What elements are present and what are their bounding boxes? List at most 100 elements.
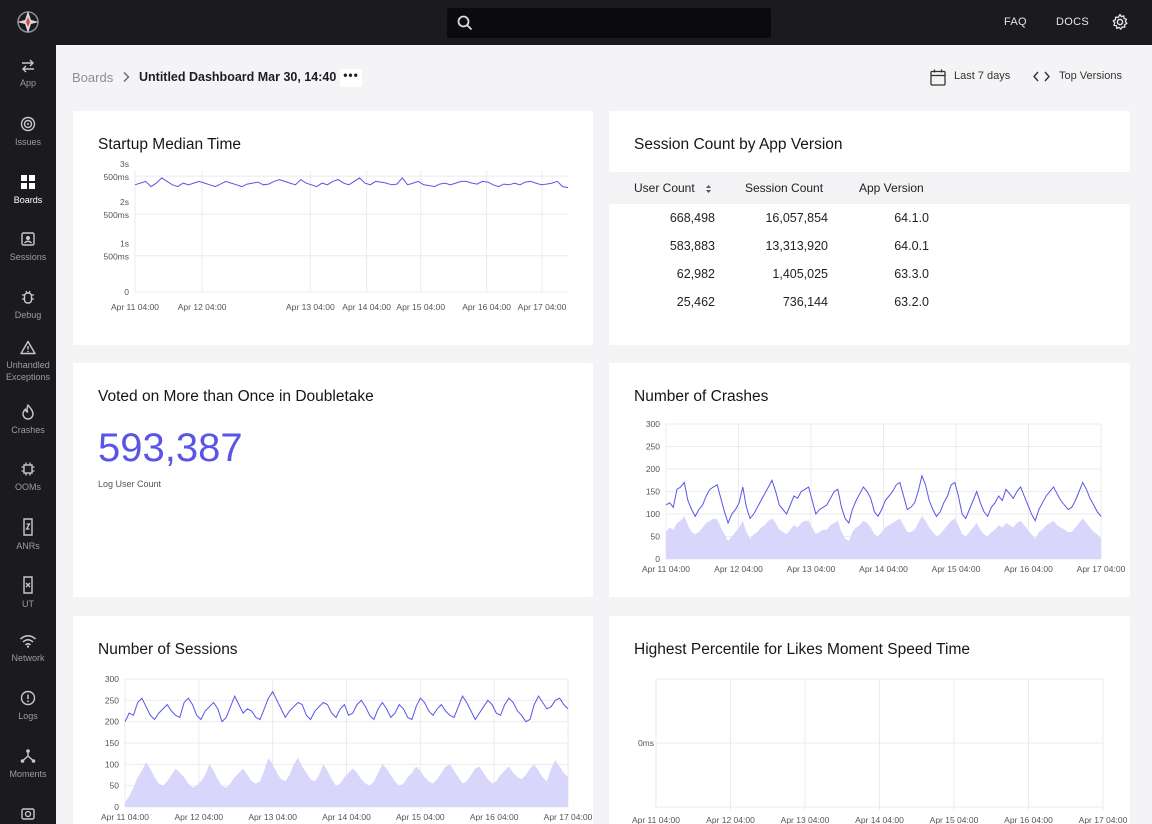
table-header bbox=[609, 172, 1130, 204]
session-count-by-version-card: Session Count by App Version User Count … bbox=[609, 111, 1130, 345]
x-tick-label: Apr 15 04:00 bbox=[930, 815, 979, 824]
app-logo-icon[interactable] bbox=[14, 8, 42, 36]
x-tick-label: Apr 11 04:00 bbox=[101, 812, 149, 822]
card-title: Number of Sessions bbox=[98, 641, 238, 658]
y-tick-label: 250 bbox=[646, 442, 660, 452]
search-icon bbox=[457, 15, 473, 31]
table-cell: 736,144 bbox=[782, 295, 828, 309]
flame-icon bbox=[22, 404, 34, 420]
x-tick-label: Apr 17 04:00 bbox=[544, 812, 593, 822]
sidebar-item-app[interactable]: App bbox=[0, 59, 56, 89]
series-line bbox=[124, 690, 569, 723]
table-cell: 64.1.0 bbox=[894, 211, 929, 225]
x-tick-label: Apr 14 04:00 bbox=[855, 815, 904, 824]
x-tick-label: Apr 17 04:00 bbox=[1079, 815, 1128, 824]
sort-icon[interactable] bbox=[705, 184, 712, 194]
y-tick-label: 200 bbox=[105, 717, 119, 727]
sidebar: App Issues Boards Sessions Debug Unhandl… bbox=[0, 45, 56, 824]
y-tick-label: 50 bbox=[651, 532, 661, 542]
table-cell: 668,498 bbox=[669, 211, 715, 225]
x-tick-label: Apr 13 04:00 bbox=[286, 302, 335, 312]
table-cell: 1,405,025 bbox=[772, 267, 828, 281]
info-icon bbox=[20, 690, 36, 706]
warning-icon bbox=[20, 340, 36, 355]
sidebar-item-ut[interactable]: UT bbox=[0, 576, 56, 610]
y-tick-label: 0 bbox=[114, 802, 119, 812]
y-tick-label: 1s bbox=[120, 239, 129, 249]
sidebar-item-label: UT bbox=[22, 599, 34, 609]
sidebar-item-issues[interactable]: Issues bbox=[0, 116, 56, 148]
y-tick-label: 100 bbox=[105, 759, 119, 769]
more-options-button[interactable]: ••• bbox=[340, 69, 362, 87]
faq-link[interactable]: FAQ bbox=[1004, 16, 1027, 28]
sidebar-item-more[interactable] bbox=[0, 805, 56, 824]
sidebar-item-label: ANRs bbox=[16, 541, 40, 551]
metric-caption: Log User Count bbox=[98, 479, 162, 489]
table-cell: 64.0.1 bbox=[894, 239, 929, 253]
column-header-session-count[interactable]: Session Count bbox=[745, 181, 824, 195]
target-icon bbox=[20, 116, 36, 132]
x-tick-label: Apr 12 04:00 bbox=[174, 812, 223, 822]
docs-link[interactable]: DOCS bbox=[1056, 16, 1089, 28]
table-cell: 62,982 bbox=[676, 267, 715, 281]
sidebar-item-moments[interactable]: Moments bbox=[0, 748, 56, 780]
sidebar-item-crashes[interactable]: Crashes bbox=[0, 404, 56, 436]
x-tick-label: Apr 14 04:00 bbox=[342, 302, 391, 312]
sidebar-item-label: Crashes bbox=[11, 425, 45, 435]
sidebar-item-unhandled-exceptions[interactable]: Unhandled Exceptions bbox=[0, 340, 56, 383]
sidebar-item-network[interactable]: Network bbox=[0, 634, 56, 664]
x-tick-label: Apr 13 04:00 bbox=[787, 564, 836, 574]
y-tick-label: 150 bbox=[105, 738, 119, 748]
sidebar-item-label: Boards bbox=[13, 195, 43, 205]
y-tick-label: 0ms bbox=[638, 738, 654, 748]
sidebar-item-label: Moments bbox=[9, 769, 47, 779]
sidebar-item-ooms[interactable]: OOMs bbox=[0, 461, 56, 493]
sidebar-item-logs[interactable]: Logs bbox=[0, 690, 56, 722]
metric-value: 593,387 bbox=[98, 426, 243, 470]
gear-icon[interactable] bbox=[1111, 13, 1129, 31]
y-tick-label: 50 bbox=[110, 781, 120, 791]
calendar-icon[interactable] bbox=[930, 69, 946, 86]
sidebar-item-label: Unhandled bbox=[6, 360, 50, 370]
code-icon[interactable] bbox=[1033, 71, 1050, 82]
series-line bbox=[134, 177, 569, 189]
number-of-sessions-card: Number of Sessions 0 50 100 150 200 250 300 Apr… bbox=[73, 616, 593, 824]
sidebar-item-sessions[interactable]: Sessions bbox=[0, 231, 56, 263]
likes-moment-speed-card: Highest Percentile for Likes Moment Spee… bbox=[609, 616, 1130, 824]
swap-arrows-icon bbox=[22, 59, 34, 73]
sidebar-item-debug[interactable]: Debug bbox=[0, 289, 56, 321]
sidebar-item-anrs[interactable]: ANRs bbox=[0, 518, 56, 552]
session-icon bbox=[21, 232, 35, 246]
sidebar-item-label: App bbox=[19, 78, 36, 88]
table-cell: 583,883 bbox=[669, 239, 715, 253]
series-area bbox=[666, 516, 1101, 559]
x-tick-label: Apr 11 04:00 bbox=[111, 302, 159, 312]
sidebar-item-label: OOMs bbox=[15, 482, 41, 492]
breadcrumb-boards-link[interactable]: Boards bbox=[72, 70, 114, 85]
y-tick-label: 300 bbox=[646, 419, 660, 429]
sidebar-item-boards[interactable]: Boards bbox=[0, 174, 56, 206]
top-versions-button[interactable]: Top Versions bbox=[1059, 70, 1122, 82]
x-tick-label: Apr 16 04:00 bbox=[462, 302, 511, 312]
card-title: Session Count by App Version bbox=[634, 136, 843, 153]
number-of-crashes-chart: 0 50 100 150 200 250 300 Apr 11 04:00 Apr 12 04:… bbox=[642, 419, 1126, 574]
column-header-app-version[interactable]: App Version bbox=[859, 181, 924, 195]
x-tick-label: Apr 17 04:00 bbox=[518, 302, 567, 312]
grid-icon bbox=[21, 175, 35, 189]
table-cell: 63.2.0 bbox=[894, 295, 929, 309]
series-line bbox=[665, 474, 1102, 525]
column-header-user-count[interactable]: User Count bbox=[634, 181, 695, 195]
date-range-button[interactable]: Last 7 days bbox=[954, 70, 1011, 82]
chip-icon bbox=[21, 462, 35, 476]
card-title: Number of Crashes bbox=[634, 388, 769, 405]
search-input[interactable] bbox=[447, 8, 771, 38]
bug-icon bbox=[22, 290, 34, 304]
number-of-sessions-chart: 0 50 100 150 200 250 300 Apr 11 04:00 Apr 12 04:… bbox=[101, 674, 593, 822]
x-tick-label: Apr 12 04:00 bbox=[714, 564, 763, 574]
ut-icon bbox=[23, 576, 33, 594]
network-graph-icon bbox=[20, 749, 36, 763]
startup-median-time-card: Startup Median Time 0 1s 500ms 2s 500ms 3s 500… bbox=[73, 111, 593, 345]
x-tick-label: Apr 14 04:00 bbox=[859, 564, 908, 574]
y-tick-label: 300 bbox=[105, 674, 119, 684]
chevron-right-icon bbox=[123, 71, 130, 83]
